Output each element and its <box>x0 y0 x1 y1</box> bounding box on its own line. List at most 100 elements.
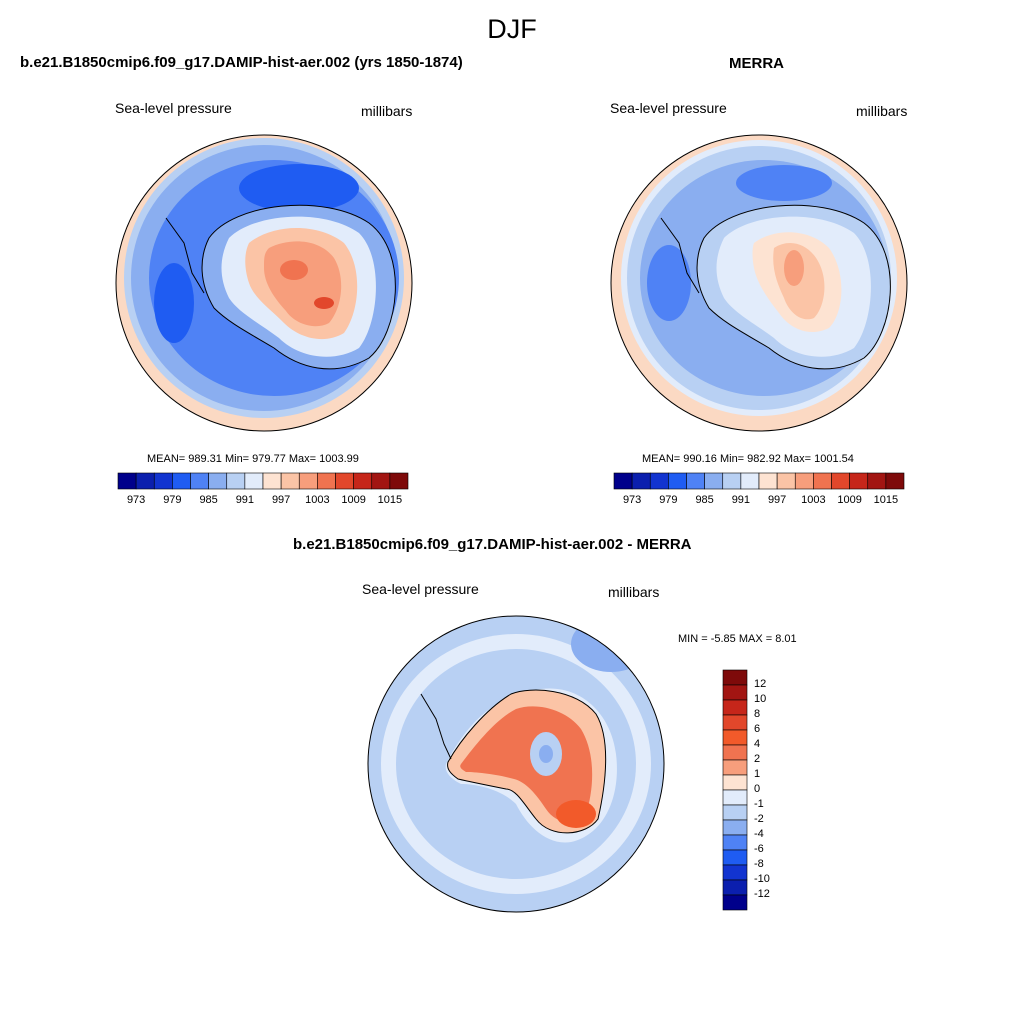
panel3-ice-positive-mid <box>460 706 593 822</box>
colorbar-swatch <box>172 472 191 490</box>
colorbar-swatch <box>794 472 814 490</box>
panel1-colorbar <box>117 472 409 490</box>
colorbar-swatch <box>117 472 137 490</box>
colorbar-tick-label: 1015 <box>377 494 403 506</box>
colorbar-swatch <box>776 472 796 490</box>
figure-title: DJF <box>487 14 537 44</box>
colorbar-swatch <box>722 774 748 791</box>
colorbar-tick-label: 1 <box>754 768 761 780</box>
colorbar-swatch <box>722 789 748 806</box>
colorbar-swatch <box>722 714 748 731</box>
colorbar-swatch <box>686 472 705 490</box>
colorbar-swatch <box>722 744 748 761</box>
colorbar-swatch <box>153 472 173 490</box>
colorbar-swatch <box>631 472 651 490</box>
panel1-high-center-2 <box>314 297 334 309</box>
colorbar-swatch <box>831 472 850 490</box>
panel2-colorbar <box>613 472 905 490</box>
panel2-peninsula-coast <box>660 217 700 294</box>
panel1-units-label: millibars <box>361 103 413 119</box>
panel2-title: MERRA <box>729 55 784 72</box>
colorbar-swatch <box>849 472 869 490</box>
colorbar-swatch <box>758 472 778 490</box>
panel3-colorbar <box>722 669 748 911</box>
panel1-polar-map <box>115 134 413 432</box>
colorbar-tick-label: 6 <box>754 723 761 735</box>
colorbar-swatch <box>244 472 264 490</box>
colorbar-swatch <box>704 472 724 490</box>
panel2-low-center-north <box>736 165 832 201</box>
panel2-coastline <box>696 204 891 370</box>
colorbar-swatch <box>371 472 391 490</box>
panel1-colorbar-ticks: 973 979 985 991 997 1003 1009 1015 <box>118 494 408 508</box>
colorbar-tick-label: 991 <box>731 494 751 506</box>
panel1-variable-label: Sea-level pressure <box>115 100 232 116</box>
panel2-high-center <box>784 250 804 286</box>
colorbar-swatch <box>722 864 748 881</box>
colorbar-swatch <box>867 472 887 490</box>
colorbar-swatch <box>353 472 373 490</box>
colorbar-swatch <box>668 472 687 490</box>
colorbar-swatch <box>208 472 228 490</box>
colorbar-tick-label: -12 <box>754 888 770 900</box>
colorbar-tick-label: 1009 <box>341 494 366 506</box>
colorbar-tick-label: 991 <box>235 494 255 506</box>
colorbar-swatch <box>740 472 760 490</box>
colorbar-tick-label: -1 <box>754 798 764 810</box>
colorbar-tick-label: 1003 <box>801 494 826 506</box>
panel2-map-border <box>610 134 908 432</box>
colorbar-swatch <box>722 669 748 686</box>
colorbar-tick-label: 979 <box>163 494 182 506</box>
colorbar-tick-label: 0 <box>754 783 761 795</box>
panel3-title: b.e21.B1850cmip6.f09_g17.DAMIP-hist-aer.… <box>293 536 692 553</box>
panel1-low-center-north <box>239 164 359 212</box>
colorbar-tick-label: 10 <box>754 693 767 705</box>
colorbar-swatch <box>722 879 748 896</box>
panel2-colorbar-ticks: 973 979 985 991 997 1003 1009 1015 <box>614 494 904 508</box>
colorbar-swatch <box>649 472 669 490</box>
colorbar-swatch <box>722 894 748 911</box>
colorbar-swatch <box>226 472 246 490</box>
colorbar-swatch <box>722 759 748 776</box>
colorbar-tick-label: 979 <box>659 494 678 506</box>
colorbar-swatch <box>262 472 282 490</box>
colorbar-tick-label: -2 <box>754 813 764 825</box>
panel2-polar-map <box>610 134 908 432</box>
panel2-stats: MEAN= 990.16 Min= 982.92 Max= 1001.54 <box>642 453 854 465</box>
colorbar-tick-label: 12 <box>754 678 767 690</box>
colorbar-swatch <box>722 699 748 716</box>
colorbar-tick-label: -4 <box>754 828 764 840</box>
panel2-low-center-west <box>647 245 691 321</box>
colorbar-tick-label: -6 <box>754 843 764 855</box>
colorbar-swatch <box>722 819 748 836</box>
panel3-units-label: millibars <box>608 584 660 600</box>
colorbar-tick-label: 2 <box>754 753 761 765</box>
colorbar-tick-label: 1009 <box>837 494 862 506</box>
panel3-map-border <box>367 615 665 913</box>
colorbar-tick-label: 4 <box>754 738 761 750</box>
panel2-variable-label: Sea-level pressure <box>610 100 727 116</box>
panel3-coastline <box>447 689 607 834</box>
colorbar-tick-label: 1015 <box>873 494 899 506</box>
panel1-title: b.e21.B1850cmip6.f09_g17.DAMIP-hist-aer.… <box>20 54 463 71</box>
panel1-map-border <box>115 134 413 432</box>
colorbar-swatch <box>613 472 633 490</box>
panel3-peninsula-coast <box>420 693 452 760</box>
panel1-high-center-1 <box>280 260 308 280</box>
colorbar-swatch <box>135 472 155 490</box>
colorbar-tick-label: -8 <box>754 858 764 870</box>
colorbar-swatch <box>722 849 748 866</box>
colorbar-swatch <box>722 729 748 746</box>
colorbar-tick-label: 973 <box>622 494 642 506</box>
colorbar-swatch <box>190 472 209 490</box>
panel3-negative-northeast <box>571 616 651 672</box>
colorbar-tick-label: 985 <box>199 494 218 506</box>
colorbar-tick-label: 997 <box>767 494 787 506</box>
colorbar-swatch <box>722 834 748 851</box>
colorbar-tick-label: -10 <box>754 873 770 885</box>
colorbar-swatch <box>389 472 409 490</box>
panel1-low-center-west <box>154 263 194 343</box>
colorbar-swatch <box>722 804 748 821</box>
panel3-stats: MIN = -5.85 MAX = 8.01 <box>678 633 797 645</box>
panel3-negative-core <box>539 745 553 763</box>
